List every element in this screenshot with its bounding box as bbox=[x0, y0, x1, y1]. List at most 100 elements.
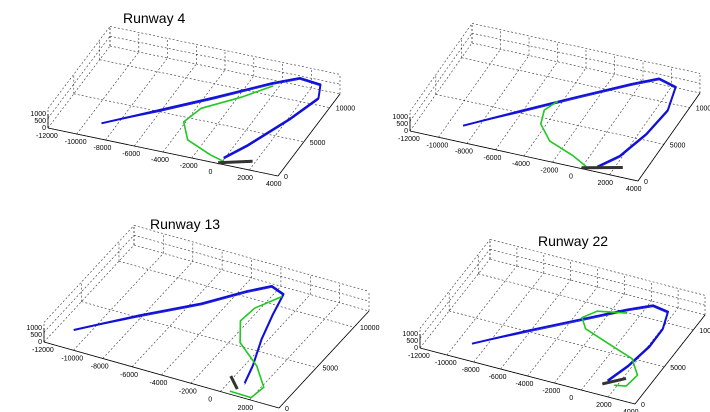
grid-line bbox=[133, 244, 370, 312]
grid-line bbox=[190, 286, 282, 384]
z-tick-label: 500 bbox=[396, 121, 408, 128]
grid-line bbox=[609, 86, 672, 175]
grid-line bbox=[109, 35, 341, 85]
z-tick-label: 1000 bbox=[26, 325, 42, 332]
y-tick-label: 10000 bbox=[360, 325, 380, 332]
x-tick-label: -12000 bbox=[32, 347, 54, 354]
series-1-line bbox=[101, 77, 322, 159]
grid-line bbox=[471, 23, 701, 74]
x-tick-label: -2000 bbox=[179, 388, 197, 395]
grid-line bbox=[471, 32, 701, 84]
x-tick-label: -10000 bbox=[65, 139, 87, 146]
series-2-line bbox=[229, 295, 283, 399]
y-tick-label: 0 bbox=[644, 179, 648, 186]
y-axis bbox=[278, 310, 370, 409]
grid-line bbox=[105, 57, 168, 141]
z-tick-label: 1000 bbox=[402, 331, 418, 338]
grid-line bbox=[409, 33, 473, 122]
grid-line bbox=[47, 26, 111, 109]
series-1-shadow bbox=[101, 78, 321, 160]
x-tick-label: -12000 bbox=[408, 353, 430, 360]
x-tick-label: -4000 bbox=[516, 381, 534, 388]
x-tick-label: -2000 bbox=[180, 163, 198, 170]
z-tick-label: 1000 bbox=[30, 111, 46, 118]
grid-line bbox=[162, 69, 226, 153]
series-1-shadow bbox=[73, 286, 285, 385]
x-tick-label: -10000 bbox=[427, 142, 449, 149]
series-2-line bbox=[539, 100, 587, 167]
x-tick-label: 2000 bbox=[238, 405, 254, 412]
grid-line bbox=[118, 260, 355, 328]
y-axis bbox=[637, 92, 701, 182]
y-tick-label: 5000 bbox=[323, 366, 339, 373]
y-tick-label: 10000 bbox=[336, 106, 356, 113]
grid-line bbox=[554, 293, 625, 384]
x-tick-label: -12000 bbox=[36, 133, 58, 140]
grid-line bbox=[419, 249, 491, 339]
x-tick-label: 4000 bbox=[266, 181, 282, 188]
x-tick-label: -4000 bbox=[150, 380, 168, 387]
x-tick-label: -6000 bbox=[122, 151, 140, 158]
grid-line bbox=[43, 234, 135, 333]
z-tick-label: 500 bbox=[406, 338, 418, 345]
grid-line bbox=[471, 42, 701, 94]
grid-line bbox=[446, 265, 518, 356]
grid-line bbox=[478, 273, 694, 331]
grid-line bbox=[419, 258, 491, 349]
x-tick-label: -6000 bbox=[489, 374, 507, 381]
grid-line bbox=[47, 45, 111, 129]
series-1-line bbox=[73, 285, 285, 384]
series-2-line bbox=[182, 85, 274, 164]
grid-line bbox=[81, 301, 317, 368]
x-tick-label: -8000 bbox=[91, 364, 109, 371]
x-tick-label: -6000 bbox=[120, 372, 138, 379]
panel-title-4: Runway 22 bbox=[538, 233, 608, 249]
grid-line bbox=[500, 279, 571, 370]
x-tick-label: 2000 bbox=[596, 402, 612, 409]
x-axis bbox=[43, 341, 280, 409]
x-tick-label: 2000 bbox=[237, 175, 253, 182]
series-1-line bbox=[471, 304, 669, 382]
grid-line bbox=[466, 55, 530, 144]
x-tick-label: -8000 bbox=[455, 149, 473, 156]
grid-line bbox=[489, 248, 706, 306]
z-tick-label: 0 bbox=[404, 128, 408, 135]
x-axis bbox=[409, 130, 639, 182]
z-tick-label: 1000 bbox=[392, 114, 408, 121]
grid-line bbox=[109, 26, 341, 75]
x-tick-label: -2000 bbox=[541, 167, 559, 174]
grid-line bbox=[220, 294, 311, 392]
x-tick-label: 0 bbox=[569, 395, 573, 402]
y-tick-label: 5000 bbox=[670, 142, 686, 149]
grid-line bbox=[409, 42, 473, 132]
grid-line bbox=[489, 258, 706, 316]
grid-line bbox=[43, 225, 135, 323]
series-2-line bbox=[581, 310, 639, 387]
x-tick-label: -10000 bbox=[435, 360, 457, 367]
plot-panel-1: -12000 -10000 -8000 -6000 -4000 -2000 0 2000 400… bbox=[30, 26, 355, 188]
x-tick-label: -6000 bbox=[484, 155, 502, 162]
series-1-shadow bbox=[471, 306, 669, 383]
y-tick-label: 0 bbox=[641, 402, 645, 409]
x-tick-label: 0 bbox=[569, 174, 573, 181]
grid-line bbox=[581, 300, 652, 391]
x-tick-label: -10000 bbox=[61, 355, 83, 362]
plot-panel-4: -12000 -10000 -8000 -6000 -4000 -2000 0 2000 400… bbox=[402, 239, 710, 412]
grid-line bbox=[133, 234, 370, 302]
z-tick-label: 0 bbox=[414, 345, 418, 352]
x-tick-label: 0 bbox=[208, 397, 212, 404]
grid-line bbox=[409, 23, 473, 112]
x-tick-label: 4000 bbox=[623, 409, 639, 412]
y-tick-label: 10000 bbox=[696, 106, 710, 113]
grid-line bbox=[249, 87, 312, 171]
grid-line bbox=[99, 59, 330, 108]
y-tick-label: 5000 bbox=[310, 140, 326, 147]
x-tick-label: 4000 bbox=[626, 186, 642, 193]
series-3-line bbox=[601, 376, 627, 386]
plot-panel-2: -12000 -10000 -8000 -6000 -4000 -2000 0 2000 400… bbox=[392, 23, 710, 193]
grid-line bbox=[495, 61, 558, 150]
panel-title-1: Runway 4 bbox=[123, 10, 185, 26]
series-3-line bbox=[218, 159, 253, 165]
x-tick-label: 0 bbox=[209, 169, 213, 176]
